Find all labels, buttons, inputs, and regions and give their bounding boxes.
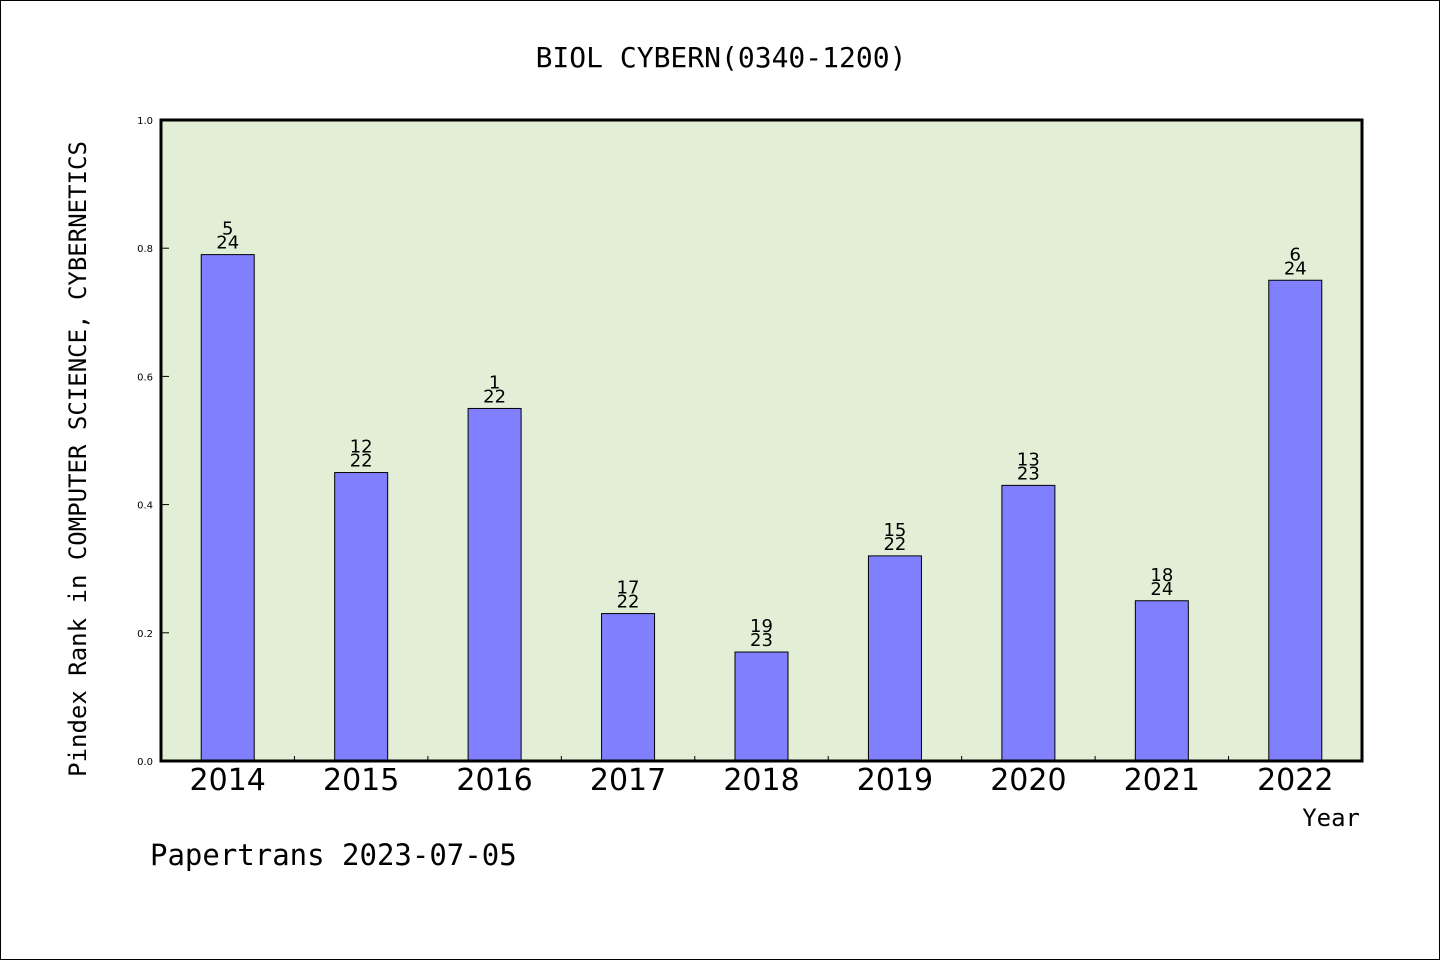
x-tick-label-2018: 2018 xyxy=(723,763,799,798)
bar-2015 xyxy=(334,472,389,762)
bar-rank-label-2014: 5 xyxy=(222,219,233,240)
bars-group xyxy=(200,254,1323,762)
y-tick-label: 0.2 xyxy=(137,629,153,640)
x-tick-label-2021: 2021 xyxy=(1124,763,1200,798)
y-tick-label: 0.4 xyxy=(137,501,153,512)
y-tick-label: 0.8 xyxy=(137,244,153,255)
bar-total-label-2021: 24 xyxy=(1150,579,1173,600)
x-tick-label-2016: 2016 xyxy=(456,763,532,798)
bar-rank-label-2020: 13 xyxy=(1017,449,1040,470)
bar-rank-label-2019: 15 xyxy=(883,520,906,541)
bar-rank-label-2015: 12 xyxy=(350,437,373,458)
x-tick-label-2022: 2022 xyxy=(1257,763,1333,798)
x-tick-label-2017: 2017 xyxy=(590,763,666,798)
bar-rank-label-2021: 18 xyxy=(1150,565,1173,586)
bar-2018 xyxy=(734,651,789,762)
bar-total-label-2020: 23 xyxy=(1017,463,1040,484)
bar-total-label-2017: 22 xyxy=(617,592,640,613)
y-axis-label: Pindex Rank in COMPUTER SCIENCE, CYBERNE… xyxy=(64,141,92,777)
bar-total-label-2016: 22 xyxy=(483,386,506,407)
bar-2017 xyxy=(601,613,656,762)
plot-border xyxy=(159,118,1364,763)
bar-2016 xyxy=(467,407,522,762)
bar-total-label-2014: 24 xyxy=(216,233,239,254)
bar-2019 xyxy=(867,555,922,762)
bar-rank-label-2018: 19 xyxy=(750,616,773,637)
bar-2022 xyxy=(1268,279,1323,762)
x-tick-label-2020: 2020 xyxy=(990,763,1066,798)
footer-credit: Papertrans 2023-07-05 xyxy=(150,838,517,872)
y-tick-label: 0.0 xyxy=(137,757,153,768)
x-tick-label-2014: 2014 xyxy=(190,763,266,798)
x-axis-ticks: 2014 2015 2016 2017 2018 2019 2020 2021 2022 xyxy=(190,756,1333,798)
y-tick-label: 1.0 xyxy=(137,116,153,127)
bar-rank-label-2016: 1 xyxy=(489,372,500,393)
bar-total-label-2015: 22 xyxy=(350,451,373,472)
bar-2021 xyxy=(1134,600,1189,762)
bar-2020 xyxy=(1001,484,1056,762)
bar-rank-label-2022: 6 xyxy=(1290,244,1301,265)
x-axis-label: Year xyxy=(1302,804,1360,832)
bar-2014 xyxy=(200,254,255,762)
bar-total-label-2019: 22 xyxy=(883,534,906,555)
x-tick-label-2015: 2015 xyxy=(323,763,399,798)
chart-title: BIOL CYBERN(0340-1200) xyxy=(536,41,907,74)
bar-total-label-2018: 23 xyxy=(750,630,773,651)
bar-total-label-2022: 24 xyxy=(1284,258,1307,279)
x-tick-label-2019: 2019 xyxy=(857,763,933,798)
y-tick-label: 0.6 xyxy=(137,372,153,383)
bar-rank-label-2017: 17 xyxy=(617,578,640,599)
